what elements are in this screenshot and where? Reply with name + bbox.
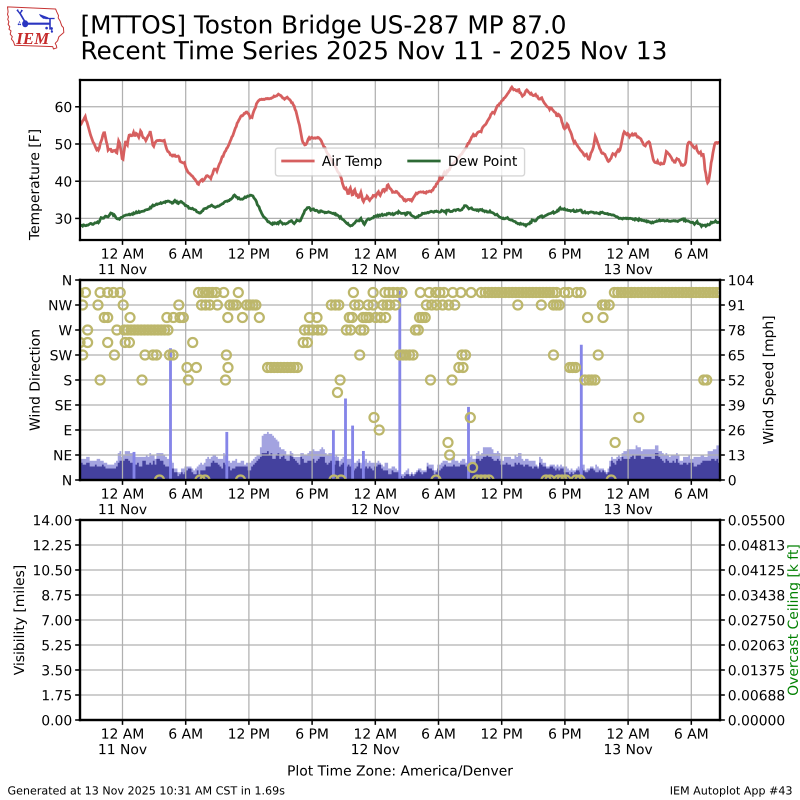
svg-text:IEM: IEM <box>15 29 50 48</box>
